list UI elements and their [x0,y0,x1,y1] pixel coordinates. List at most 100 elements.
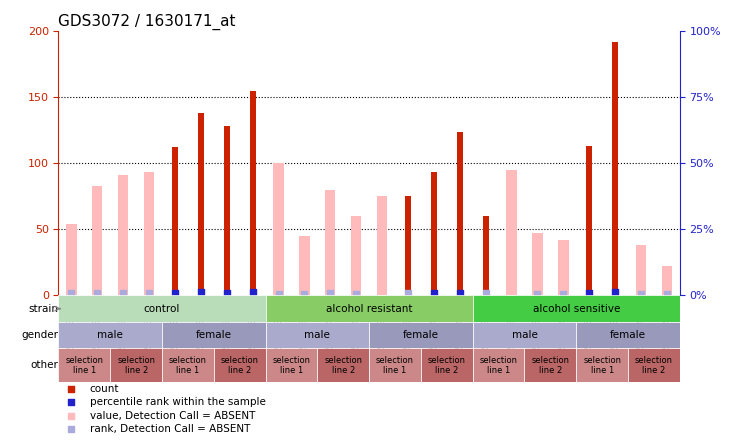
Text: rank, Detection Call = ABSENT: rank, Detection Call = ABSENT [90,424,250,434]
Text: female: female [196,330,232,340]
Point [66,290,77,297]
Bar [213,348,265,382]
Text: control: control [144,304,181,313]
Point [298,290,310,297]
Bar [532,233,542,295]
Bar [110,348,162,382]
Bar [507,170,517,295]
Text: selection
line 1: selection line 1 [169,356,207,375]
Text: selection
line 1: selection line 1 [65,356,103,375]
Bar [172,147,178,295]
Bar [265,348,317,382]
Text: selection
line 1: selection line 1 [273,356,311,375]
Text: percentile rank within the sample: percentile rank within the sample [90,397,265,407]
Point [118,289,129,297]
Bar [457,131,463,295]
Text: strain: strain [29,304,58,313]
Bar [325,190,336,295]
Text: other: other [31,360,58,370]
Bar [636,245,646,295]
Point [454,289,466,296]
Bar [273,163,284,295]
Point [635,290,647,297]
Bar [369,322,473,348]
Bar [405,196,411,295]
Point [273,290,284,297]
Bar [265,295,473,322]
Bar [473,322,576,348]
Bar [58,348,110,382]
Bar [421,348,473,382]
Text: selection
line 1: selection line 1 [583,356,621,375]
Text: male: male [97,330,124,340]
Text: alcohol resistant: alcohol resistant [326,304,412,313]
Point [169,289,181,296]
Bar [162,348,213,382]
Text: GDS3072 / 1630171_at: GDS3072 / 1630171_at [58,13,236,30]
Point [221,289,232,296]
Text: alcohol sensitive: alcohol sensitive [533,304,620,313]
Point [143,289,155,297]
Bar [525,348,576,382]
Text: selection
line 2: selection line 2 [325,356,363,375]
Bar [198,113,204,295]
Bar [118,175,129,295]
Text: selection
line 1: selection line 1 [480,356,518,375]
Bar [482,216,489,295]
Point [65,425,77,432]
Bar [576,322,680,348]
Bar [249,91,256,295]
Text: selection
line 2: selection line 2 [428,356,466,375]
Bar [317,348,369,382]
Bar [473,295,680,322]
Bar [144,172,154,295]
Bar [67,224,77,295]
Bar [628,348,680,382]
Text: female: female [610,330,646,340]
Text: selection
line 2: selection line 2 [531,356,569,375]
Text: selection
line 2: selection line 2 [221,356,259,375]
Point [428,289,440,296]
Point [325,290,336,297]
Bar [612,42,618,295]
Bar [351,216,361,295]
Bar [558,240,569,295]
Bar [586,146,592,295]
Text: value, Detection Call = ABSENT: value, Detection Call = ABSENT [90,411,255,420]
Point [402,289,414,296]
Bar [369,348,421,382]
Bar [224,126,230,295]
Text: male: male [512,330,537,340]
Bar [58,322,162,348]
Bar [662,266,672,295]
Point [661,291,673,298]
Point [65,399,77,406]
Point [91,289,103,297]
Point [195,289,207,296]
Text: selection
line 1: selection line 1 [376,356,414,375]
Point [65,412,77,419]
Point [609,289,621,296]
Text: female: female [403,330,439,340]
Point [65,385,77,392]
Bar [473,348,525,382]
Bar [58,295,265,322]
Text: count: count [90,384,119,394]
Bar [299,236,310,295]
Text: male: male [304,330,330,340]
Point [350,290,362,297]
Point [558,291,569,298]
Text: gender: gender [21,330,58,340]
Point [480,289,491,296]
Bar [377,196,387,295]
Bar [162,322,265,348]
Text: selection
line 2: selection line 2 [635,356,673,375]
Bar [431,172,437,295]
Bar [92,186,102,295]
Text: selection
line 2: selection line 2 [117,356,155,375]
Point [583,289,595,296]
Point [247,289,259,296]
Bar [265,322,369,348]
Point [531,291,543,298]
Bar [576,348,628,382]
